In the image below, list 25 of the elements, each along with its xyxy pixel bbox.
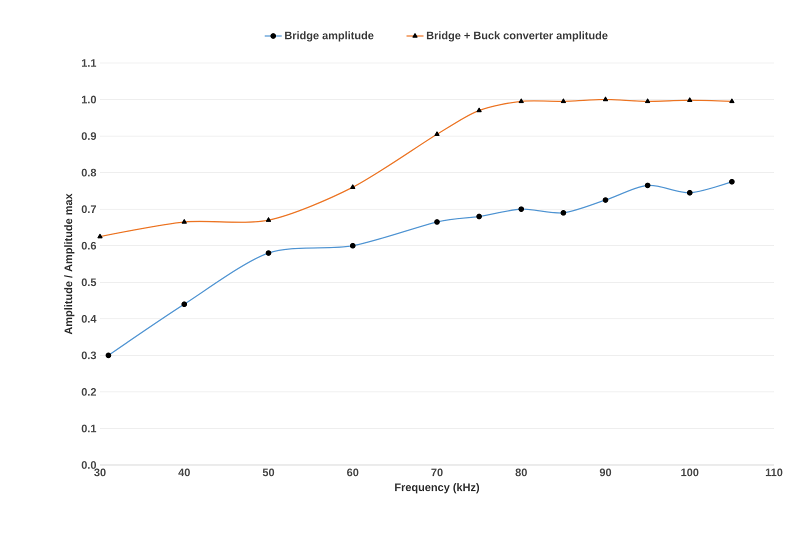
x-tick-label: 80 [516,468,527,476]
x-tick-label: 30 [94,468,106,476]
y-tick-label: 0.2 [82,388,96,396]
y-tick-label: 0.5 [82,278,96,286]
y-tick-label: 1.1 [82,59,96,67]
x-tick-label: 100 [681,468,698,476]
y-tick-label: 0.0 [82,461,96,469]
y-axis-title: Amplitude / Amplitude max [64,193,74,334]
x-tick-label: 110 [766,468,782,476]
x-tick-label: 70 [431,468,443,476]
x-tick-label: 60 [347,468,358,476]
x-tick-label: 50 [262,468,274,476]
legend-label: Bridge amplitude [285,31,374,42]
y-tick-label: 0.9 [82,132,96,140]
y-tick-label: 0.4 [82,314,96,323]
x-tick-label: 40 [178,468,190,476]
legend-label: Bridge + Buck converter amplitude [426,31,608,42]
y-tick-label: 0.6 [82,242,96,250]
y-tick-label: 0.8 [82,168,96,177]
x-tick-label: 90 [600,468,612,476]
x-axis-title: Frequency (kHz) [395,483,480,494]
y-tick-label: 1.0 [82,96,96,104]
y-tick-label: 0.3 [82,351,96,360]
y-tick-label: 0.1 [82,424,96,432]
y-tick-label: 0.7 [82,205,96,214]
